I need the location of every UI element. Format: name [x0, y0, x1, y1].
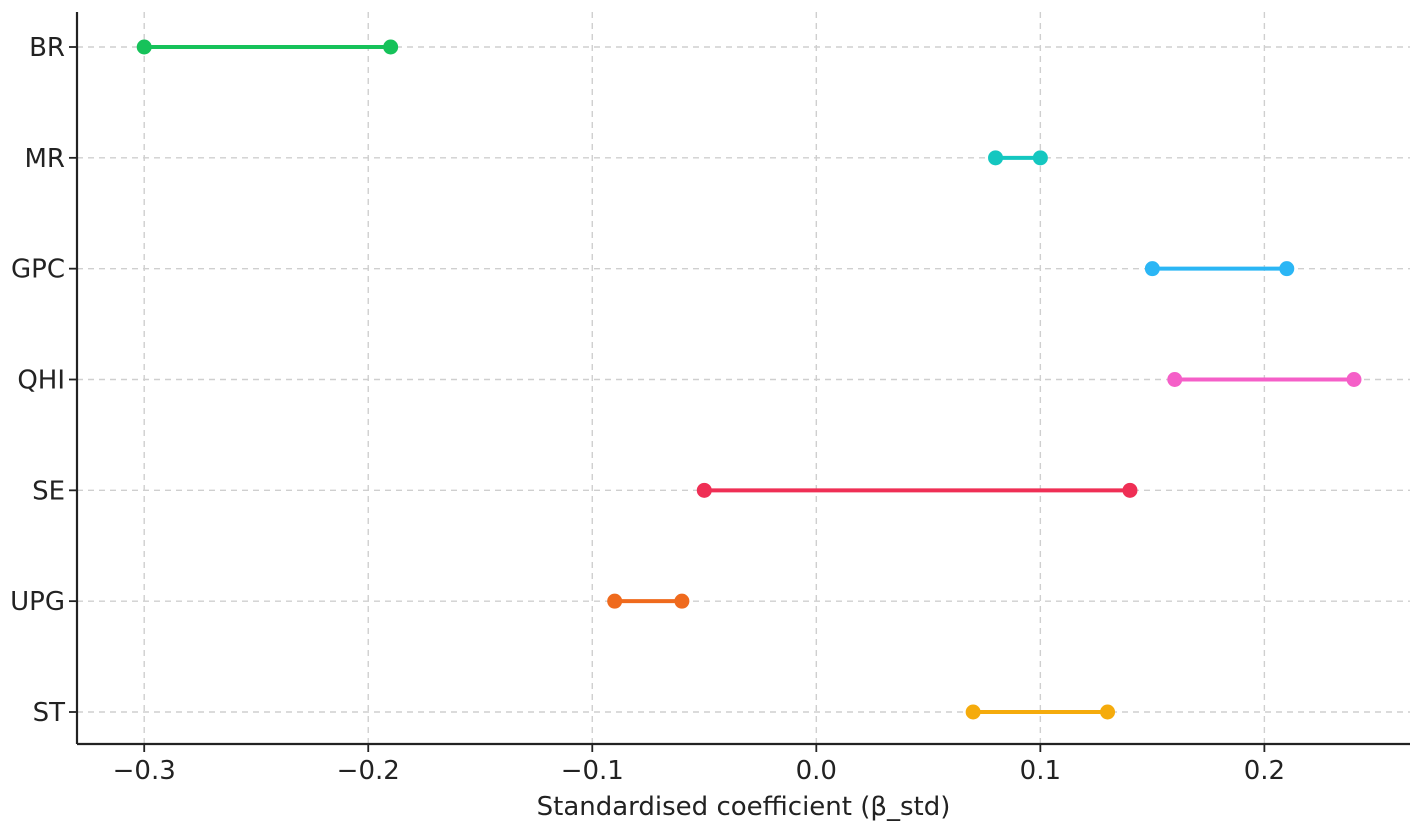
category-label-se: SE: [32, 476, 65, 506]
x-tick-label: −0.2: [337, 756, 400, 786]
interval-low-point-br: [136, 39, 152, 55]
x-tick-label: 0.2: [1244, 756, 1285, 786]
interval-high-point-se: [1122, 482, 1138, 498]
labels-layer: Standardised coefficient (β_std) −0.3 −0.…: [10, 33, 1285, 822]
x-axis-title: Standardised coefficient (β_std): [537, 792, 951, 822]
interval-low-point-gpc: [1144, 261, 1160, 277]
category-label-mr: MR: [25, 144, 66, 174]
interval-high-point-qhi: [1346, 372, 1362, 387]
x-tick-label: 0.1: [1020, 756, 1061, 786]
category-label-gpc: GPC: [11, 255, 65, 285]
category-label-qhi: QHI: [17, 366, 65, 396]
interval-high-point-gpc: [1279, 261, 1295, 277]
interval-low-point-qhi: [1167, 372, 1183, 387]
interval-high-point-br: [383, 39, 399, 55]
category-label-upg: UPG: [10, 587, 65, 617]
interval-high-point-st: [1100, 704, 1116, 720]
interval-low-point-upg: [607, 593, 623, 609]
axes-layer: [69, 12, 1410, 752]
category-label-st: ST: [33, 698, 66, 728]
marks-layer: [136, 39, 1362, 720]
category-label-br: BR: [29, 33, 65, 63]
x-tick-label: −0.3: [113, 756, 176, 786]
interval-high-point-upg: [674, 593, 690, 609]
interval-low-point-mr: [988, 150, 1004, 166]
interval-high-point-mr: [1032, 150, 1048, 166]
interval-low-point-st: [965, 704, 981, 720]
x-tick-label: 0.0: [796, 756, 837, 786]
x-tick-label: −0.1: [561, 756, 624, 786]
interval-low-point-se: [696, 482, 712, 498]
